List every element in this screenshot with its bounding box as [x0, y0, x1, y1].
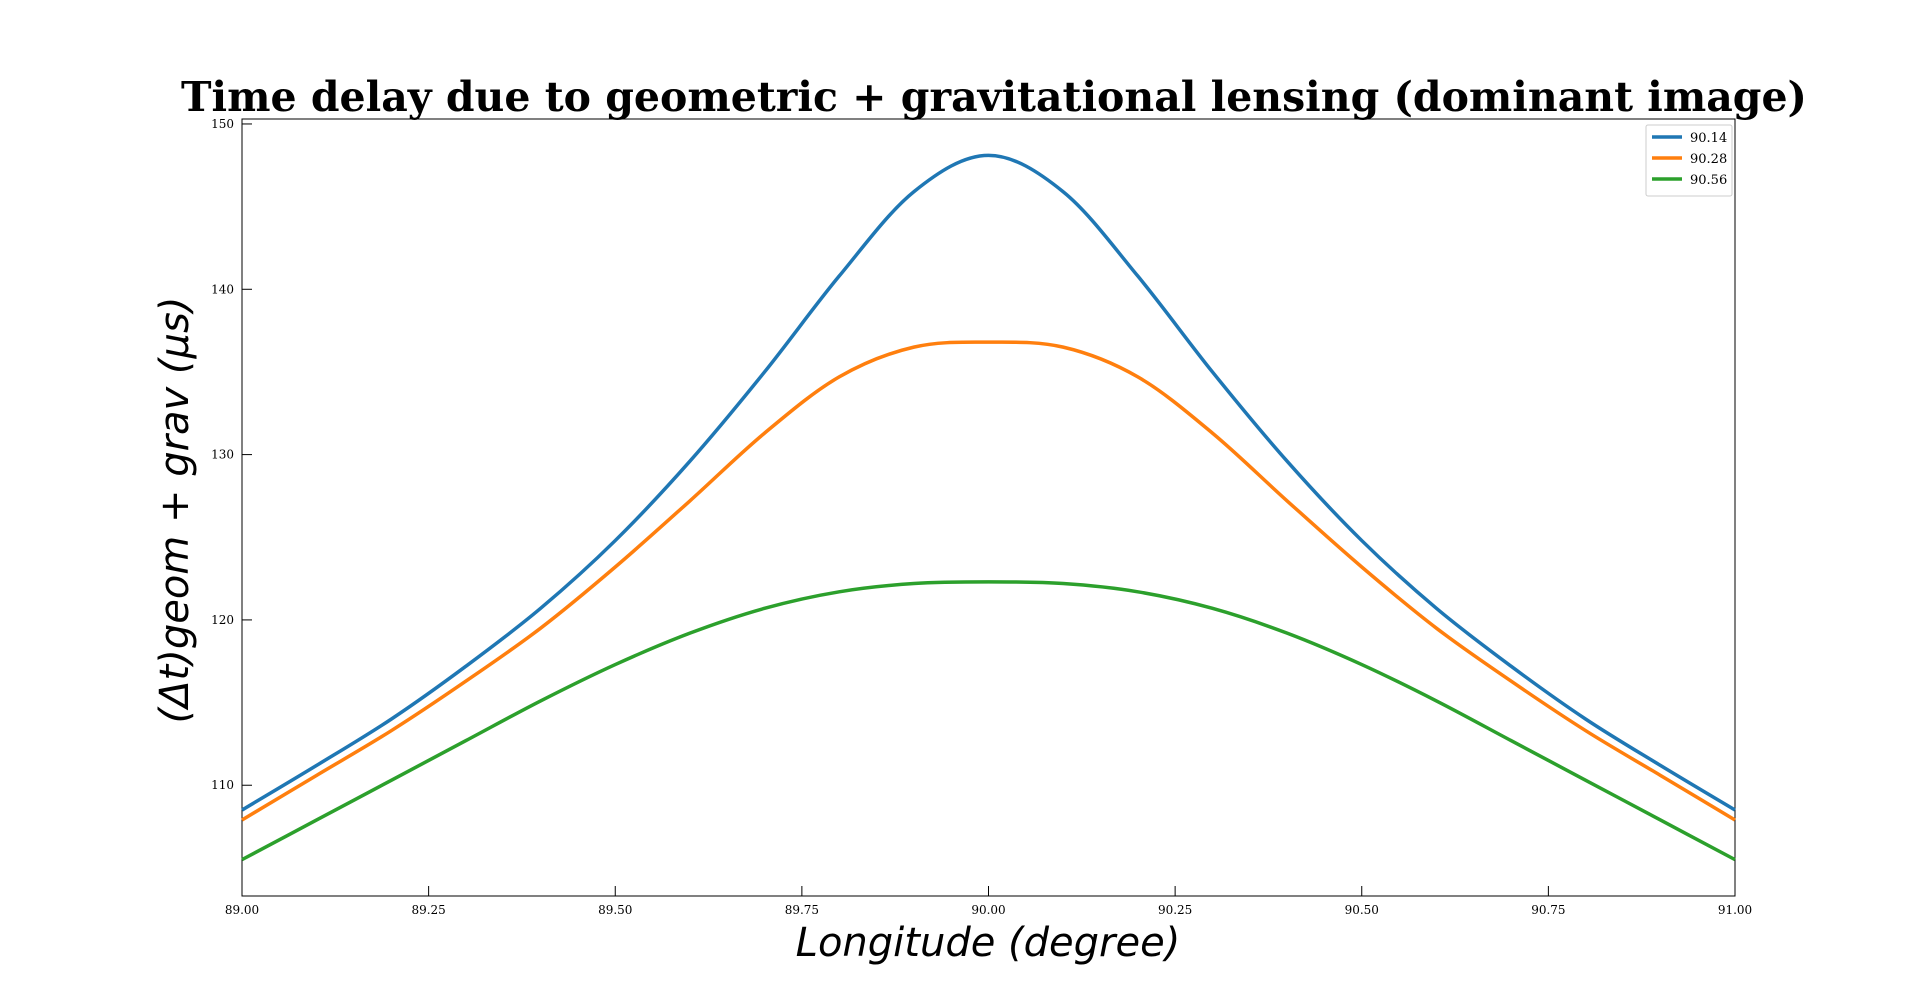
- x-tick-label: 90.00: [971, 903, 1005, 917]
- x-tick-label: 91.00: [1718, 903, 1752, 917]
- x-axis-label: Longitude (degree): [796, 920, 1181, 966]
- y-axis: 110 120 130 140 150: [211, 117, 252, 792]
- chart-title: Time delay due to geometric + gravitatio…: [181, 73, 1807, 121]
- series-lines: [241, 153, 1736, 862]
- x-tick-label: 90.25: [1158, 903, 1192, 917]
- plot-area: [241, 118, 1736, 897]
- x-axis: 89.00 89.25 89.50 89.75 90.00 90.25 90.50 90.75…: [225, 886, 1752, 917]
- x-tick-label: 89.25: [411, 903, 445, 917]
- legend-label: 90.28: [1690, 152, 1727, 167]
- legend-label: 90.56: [1690, 173, 1727, 188]
- x-tick-label: 89.00: [225, 903, 259, 917]
- legend-label: 90.14: [1690, 131, 1727, 146]
- series-line-0: [241, 153, 1736, 812]
- series-line-1: [241, 340, 1736, 822]
- x-tick-label: 89.75: [785, 903, 819, 917]
- y-tick-label: 150: [211, 117, 234, 131]
- x-tick-label: 89.50: [598, 903, 632, 917]
- y-tick-label: 140: [211, 282, 234, 296]
- x-tick-label: 90.75: [1531, 903, 1565, 917]
- y-tick-label: 120: [211, 613, 234, 627]
- x-tick-label: 90.50: [1345, 903, 1379, 917]
- series-line-2: [241, 580, 1736, 862]
- y-tick-label: 110: [211, 778, 234, 792]
- y-axis-label: (Δt)geom + grav (μs): [152, 297, 198, 724]
- y-tick-label: 130: [211, 448, 234, 462]
- legend: 90.14 90.28 90.56: [1645, 124, 1733, 197]
